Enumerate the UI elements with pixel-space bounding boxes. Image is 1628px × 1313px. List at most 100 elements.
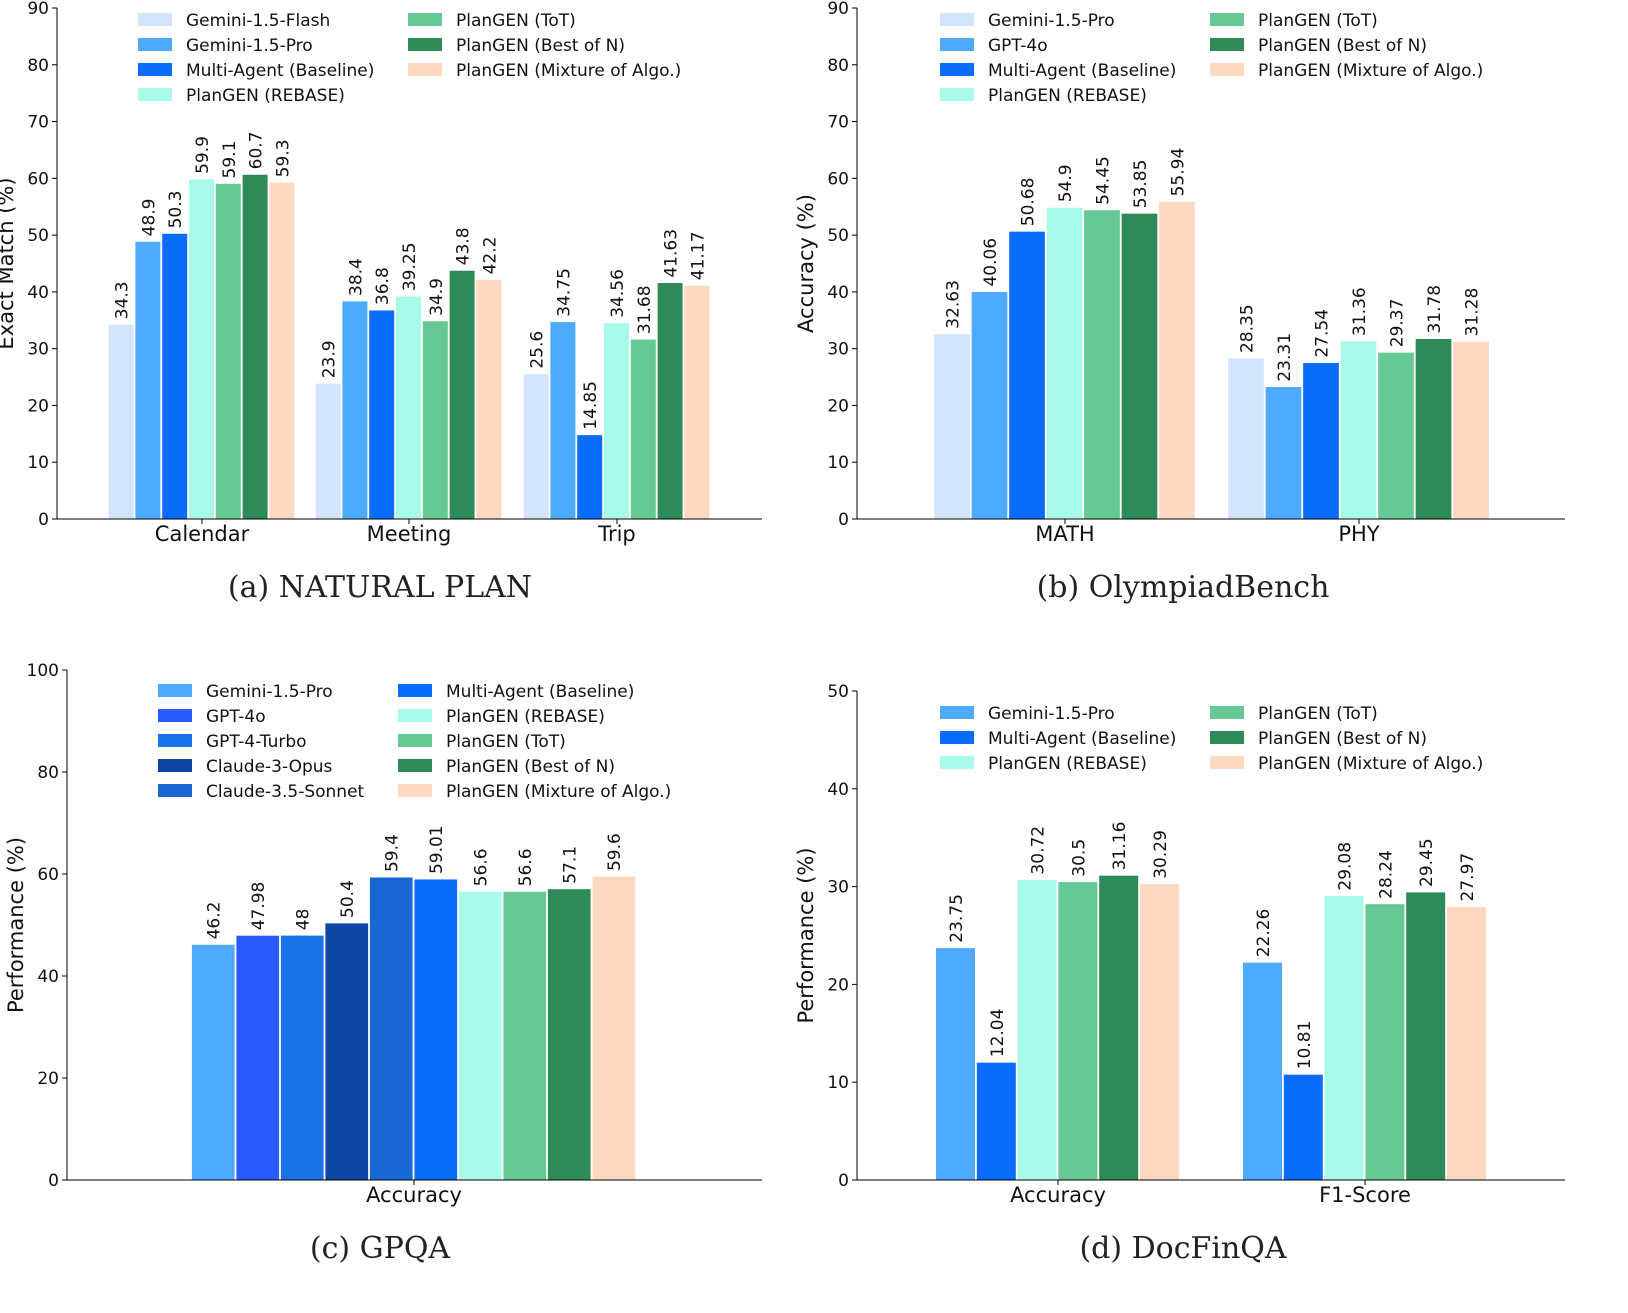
legend-swatch xyxy=(1210,13,1244,26)
legend-swatch xyxy=(940,38,974,51)
bar xyxy=(549,321,577,520)
bar xyxy=(214,183,242,520)
chart-caption: (c) GPQA xyxy=(310,1231,450,1266)
data-label: 59.01 xyxy=(427,825,447,874)
y-tick-label: 30 xyxy=(827,340,849,360)
bar xyxy=(1377,351,1415,520)
data-label: 43.8 xyxy=(454,227,474,265)
y-tick-label: 10 xyxy=(27,453,49,473)
bar xyxy=(1016,879,1058,1181)
data-label: 46.2 xyxy=(205,902,225,940)
legend-label: Gemini-1.5-Pro xyxy=(988,11,1115,31)
data-label: 41.63 xyxy=(662,229,682,278)
bar xyxy=(976,1061,1017,1181)
y-tick-label: 40 xyxy=(827,780,849,800)
data-label: 31.28 xyxy=(1463,288,1483,337)
bar xyxy=(161,233,189,520)
legend-swatch xyxy=(138,63,172,76)
x-tick-label: Meeting xyxy=(367,522,452,546)
legend-label: Claude-3-Opus xyxy=(206,757,333,777)
x-tick-label: Accuracy xyxy=(366,1183,462,1207)
legend-swatch xyxy=(158,734,192,747)
legend-swatch xyxy=(158,684,192,697)
chart-caption: (b) OlympiadBench xyxy=(1037,570,1330,605)
data-label: 34.75 xyxy=(554,268,574,317)
bar xyxy=(241,173,269,520)
legend-label: PlanGEN (REBASE) xyxy=(446,707,605,727)
data-label: 60.7 xyxy=(247,131,267,169)
legend-label: PlanGEN (Mixture of Algo.) xyxy=(1258,61,1483,81)
bar xyxy=(935,947,976,1181)
data-label: 34.3 xyxy=(113,281,133,319)
legend-swatch xyxy=(1210,731,1244,744)
legend-label: Gemini-1.5-Pro xyxy=(988,704,1115,724)
y-tick-label: 100 xyxy=(27,661,59,681)
bar xyxy=(341,300,369,520)
data-label: 22.26 xyxy=(1254,909,1274,958)
bar xyxy=(656,282,684,520)
data-label: 36.8 xyxy=(373,267,393,305)
x-tick-label: MATH xyxy=(1035,522,1094,546)
legend-swatch xyxy=(940,13,974,26)
legend-swatch xyxy=(940,731,974,744)
data-label: 41.17 xyxy=(688,232,708,281)
legend-swatch xyxy=(138,13,172,26)
legend-swatch xyxy=(940,63,974,76)
data-label: 29.37 xyxy=(1388,299,1408,348)
y-tick-label: 20 xyxy=(827,396,849,416)
y-tick-label: 60 xyxy=(827,169,849,189)
y-tick-label: 70 xyxy=(27,113,49,133)
data-label: 38.4 xyxy=(346,258,366,296)
x-tick-label: F1-Score xyxy=(1319,1183,1411,1207)
y-tick-label: 90 xyxy=(827,0,849,19)
bar xyxy=(1302,362,1340,520)
bar xyxy=(1339,340,1378,520)
legend-label: PlanGEN (ToT) xyxy=(446,732,566,752)
y-tick-label: 40 xyxy=(37,967,59,987)
data-label: 39.25 xyxy=(400,242,420,291)
legend-label: PlanGEN (Mixture of Algo.) xyxy=(446,782,671,802)
data-label: 59.4 xyxy=(383,834,403,872)
y-tick-label: 70 xyxy=(827,113,849,133)
bar xyxy=(1008,230,1046,520)
legend-label: PlanGEN (Mixture of Algo.) xyxy=(1258,754,1483,774)
y-tick-label: 50 xyxy=(27,226,49,246)
bar xyxy=(1045,206,1084,520)
y-tick-label: 40 xyxy=(827,283,849,303)
legend-label: Gemini-1.5-Flash xyxy=(186,11,330,31)
bar xyxy=(1158,200,1196,520)
legend-label: Multi-Agent (Baseline) xyxy=(988,61,1176,81)
bar xyxy=(630,338,657,520)
legend-label: PlanGEN (Best of N) xyxy=(1258,36,1427,56)
data-label: 54.9 xyxy=(1056,164,1076,202)
data-label: 14.85 xyxy=(581,381,601,430)
bar xyxy=(591,875,636,1181)
legend-label: GPT-4-Turbo xyxy=(206,732,307,752)
data-label: 12.04 xyxy=(988,1009,1008,1058)
data-label: 30.5 xyxy=(1069,839,1089,877)
legend-swatch xyxy=(398,709,432,722)
y-tick-label: 0 xyxy=(38,510,49,530)
y-tick-label: 40 xyxy=(27,283,49,303)
data-label: 53.85 xyxy=(1131,160,1151,209)
bar xyxy=(1364,903,1406,1181)
legend-label: PlanGEN (ToT) xyxy=(456,11,576,31)
bar xyxy=(522,373,550,520)
y-tick-label: 50 xyxy=(827,682,849,702)
bar xyxy=(395,295,422,520)
data-label: 27.97 xyxy=(1458,853,1478,902)
data-label: 55.94 xyxy=(1169,148,1189,197)
legend-label: Claude-3.5-Sonnet xyxy=(206,782,365,802)
y-tick-label: 80 xyxy=(827,56,849,76)
y-tick-label: 90 xyxy=(27,0,49,19)
bar xyxy=(683,284,711,520)
bar xyxy=(970,291,1009,520)
bar xyxy=(458,890,503,1181)
y-tick-label: 80 xyxy=(27,56,49,76)
data-label: 23.75 xyxy=(947,894,967,943)
data-label: 42.2 xyxy=(480,237,500,275)
data-label: 48 xyxy=(294,909,314,931)
legend-label: Gemini-1.5-Pro xyxy=(186,36,313,56)
bar xyxy=(475,278,503,520)
data-label: 10.81 xyxy=(1295,1021,1315,1070)
